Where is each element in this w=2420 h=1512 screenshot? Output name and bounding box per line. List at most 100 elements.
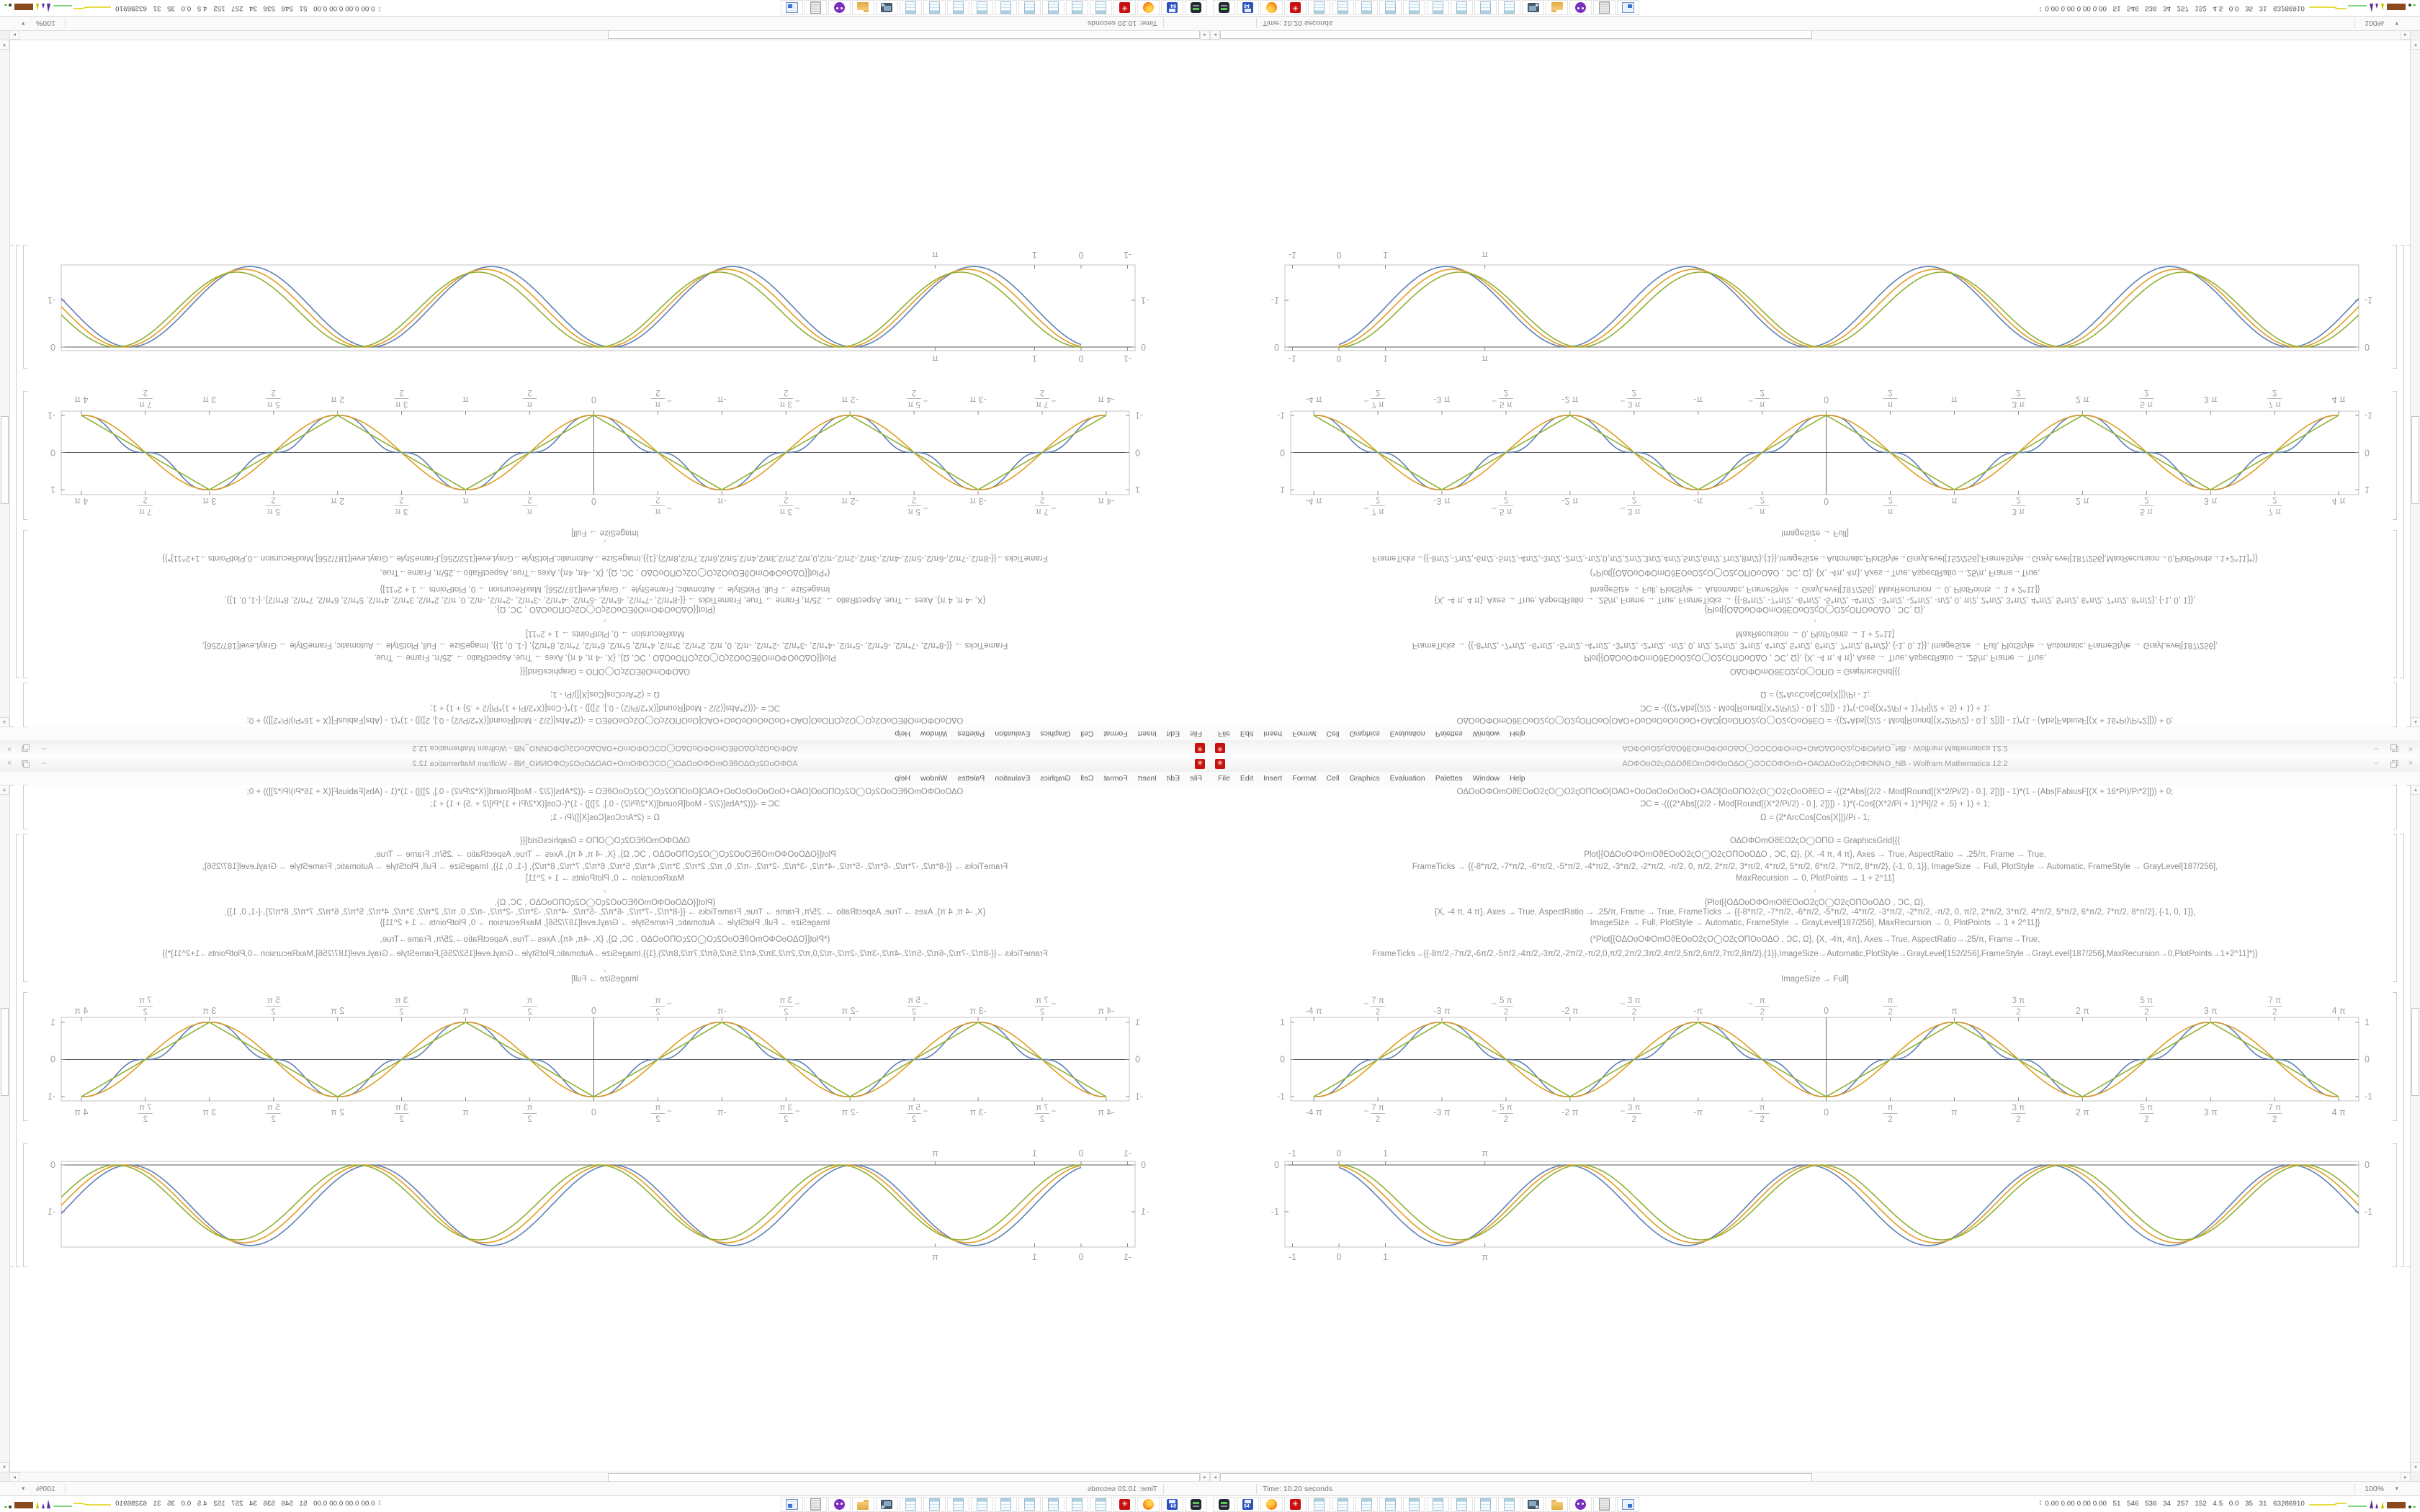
menu-item-graphics[interactable]: Graphics <box>1040 729 1071 738</box>
window-titlebar[interactable]: ✳ ΑΟΦΟοΟ2ςΟΔΟϑΕΟmΟΦΟοΟΔΟ◯ΟϽϹΟΦΟmΟ+ΟΑΟΔΟο… <box>0 739 1210 756</box>
minimize-button[interactable]: – <box>2373 744 2379 753</box>
taskbar-item-notepad[interactable] <box>995 1497 1017 1512</box>
taskbar-item-notepad[interactable] <box>971 1497 993 1512</box>
cell-bracket[interactable] <box>16 834 20 1267</box>
menu-item-graphics[interactable]: Graphics <box>1040 774 1071 783</box>
close-button[interactable]: × <box>2408 744 2414 753</box>
taskbar-item-chat-app[interactable] <box>828 1497 851 1512</box>
vertical-scroll-thumb[interactable] <box>2411 416 2419 504</box>
cell-bracket[interactable] <box>2393 530 2397 678</box>
horizontal-scrollbar[interactable]: ◂ ▸ <box>1210 30 2411 40</box>
menu-item-help[interactable]: Help <box>895 774 910 783</box>
scroll-right-button[interactable]: ▸ <box>2401 30 2411 40</box>
scroll-up-button[interactable]: ▴ <box>0 785 9 795</box>
taskbar-item-mathematica-kernel[interactable]: ✳ <box>1113 1497 1136 1512</box>
menu-item-window[interactable]: Window <box>920 774 948 783</box>
taskbar-item-notepad[interactable] <box>1355 0 1378 15</box>
taskbar[interactable]: 64 ✳ ^ ^ 0.00 0.00 0.00 0.00 51 546 536 34… <box>0 1495 1210 1512</box>
menu-item-cell[interactable]: Cell <box>1080 729 1094 738</box>
taskbar-item-window-app[interactable] <box>1617 1497 1639 1512</box>
taskbar[interactable]: 64 ✳ ^ ^ 0.00 0.00 0.00 0.00 51 546 536 34… <box>1210 0 2420 17</box>
taskbar-item-notepad[interactable] <box>1427 0 1449 15</box>
menu-item-edit[interactable]: Edit <box>1240 729 1254 738</box>
taskbar-item-notepad[interactable] <box>1379 1497 1402 1512</box>
taskbar-item-notepad[interactable] <box>900 0 922 15</box>
taskbar-item-firefox[interactable] <box>1137 1497 1160 1512</box>
taskbar-item-folder[interactable] <box>852 1497 874 1512</box>
horizontal-scrollbar[interactable]: ◂ ▸ <box>1210 1472 2411 1482</box>
taskbar-item-notepad[interactable] <box>947 0 969 15</box>
taskbar-item-notepad[interactable] <box>1308 0 1330 15</box>
window-titlebar[interactable]: ✳ ΑΟΦΟοΟ2ςΟΔΟϑΕΟmΟΦΟοΟΔΟ◯ΟϽϹΟΦΟmΟ+ΟΑΟΔΟο… <box>1210 739 2420 756</box>
zoom-level[interactable]: 100% <box>2365 1485 2384 1493</box>
vertical-scrollbar[interactable]: ▴ ▾ <box>2410 785 2420 1472</box>
taskbar-item-notepad[interactable] <box>1018 1497 1041 1512</box>
cell-bracket[interactable] <box>23 391 27 520</box>
horizontal-scroll-thumb[interactable] <box>1220 30 1812 39</box>
taskbar-item-scroll-document[interactable] <box>1593 0 1615 15</box>
restore-button[interactable] <box>2388 743 2398 753</box>
menu-item-evaluation[interactable]: Evaluation <box>995 729 1031 738</box>
taskbar-item-notepad[interactable] <box>1427 1497 1449 1512</box>
close-button[interactable]: × <box>2408 759 2414 768</box>
menu-item-edit[interactable]: Edit <box>1240 774 1254 783</box>
menu-item-graphics[interactable]: Graphics <box>1349 729 1380 738</box>
taskbar-item-notepad[interactable] <box>1498 1497 1520 1512</box>
cell-bracket[interactable] <box>2393 683 2397 727</box>
scroll-left-button[interactable]: ◂ <box>1210 30 1220 40</box>
window-titlebar[interactable]: ✳ ΑΟΦΟοΟ2ςΟΔΟϑΕΟmΟΦΟοΟΔΟ◯ΟϽϹΟΦΟmΟ+ΟΑΟΔΟο… <box>0 756 1210 773</box>
taskbar-item-disk-utility[interactable] <box>1185 1497 1207 1512</box>
notebook-content[interactable]: ΟΔΟοΟΦΟmΟϑΕΟοΟ2ςΟ◯Ο2ςΟΠΟοΟ[ΟΑΟ+ΟοΟοΟοΟοΟ… <box>1210 785 2420 1472</box>
menu-item-evaluation[interactable]: Evaluation <box>1389 729 1425 738</box>
taskbar-item-notepad[interactable] <box>1332 1497 1354 1512</box>
menu-item-help[interactable]: Help <box>1510 729 1525 738</box>
taskbar-item-window-app[interactable] <box>1617 0 1639 15</box>
menu-item-cell[interactable]: Cell <box>1080 774 1094 783</box>
menu-item-format[interactable]: Format <box>1103 729 1128 738</box>
scroll-right-button[interactable]: ▸ <box>9 30 19 40</box>
zoom-dropdown-caret[interactable]: ▾ <box>2395 1485 2398 1492</box>
restore-button[interactable] <box>22 743 32 753</box>
scroll-down-button[interactable]: ▾ <box>0 1462 9 1472</box>
taskbar-item-notepad[interactable] <box>1066 0 1088 15</box>
menu-item-evaluation[interactable]: Evaluation <box>1389 774 1425 783</box>
taskbar-item-chat-app[interactable] <box>1569 0 1592 15</box>
taskbar-item-folder[interactable] <box>1546 0 1568 15</box>
cell-bracket[interactable] <box>23 530 27 678</box>
taskbar-item-notepad[interactable] <box>1090 0 1112 15</box>
menu-item-palettes[interactable]: Palettes <box>1435 729 1463 738</box>
menu-item-palettes[interactable]: Palettes <box>1435 774 1463 783</box>
menu-item-file[interactable]: File <box>1218 774 1230 783</box>
menu-item-file[interactable]: File <box>1190 729 1202 738</box>
taskbar-item-notepad[interactable] <box>1355 1497 1378 1512</box>
menu-item-insert[interactable]: Insert <box>1263 729 1283 738</box>
menu-item-cell[interactable]: Cell <box>1326 774 1340 783</box>
menu-item-insert[interactable]: Insert <box>1263 774 1283 783</box>
taskbar-item-notepad[interactable] <box>1451 0 1473 15</box>
menu-item-window[interactable]: Window <box>1472 729 1500 738</box>
taskbar-item-disk-utility[interactable] <box>1213 1497 1235 1512</box>
notebook-content[interactable]: ΟΔΟοΟΦΟmΟϑΕΟοΟ2ςΟ◯Ο2ςΟΠΟοΟ[ΟΑΟ+ΟοΟοΟοΟοΟ… <box>0 785 1210 1472</box>
scroll-down-button[interactable]: ▾ <box>2411 40 2420 50</box>
cell-bracket[interactable] <box>23 683 27 727</box>
close-button[interactable]: × <box>6 759 12 768</box>
minimize-button[interactable]: – <box>41 759 47 768</box>
cell-bracket[interactable] <box>2393 245 2397 369</box>
zoom-level[interactable]: 100% <box>36 19 55 27</box>
cell-bracket[interactable] <box>23 245 27 369</box>
zoom-dropdown-caret[interactable]: ▾ <box>22 1485 25 1492</box>
taskbar-item-mathematica-kernel[interactable]: ✳ <box>1113 0 1136 15</box>
taskbar-item-notepad[interactable] <box>1379 0 1402 15</box>
menu-item-edit[interactable]: Edit <box>1166 729 1180 738</box>
vertical-scrollbar[interactable]: ▴ ▾ <box>0 785 10 1472</box>
menu-item-format[interactable]: Format <box>1103 774 1128 783</box>
taskbar-item-notepad[interactable] <box>1308 1497 1330 1512</box>
zoom-level[interactable]: 100% <box>36 1485 55 1493</box>
minimize-button[interactable]: – <box>2373 759 2379 768</box>
taskbar-item-floppy-64[interactable]: 64 <box>1237 0 1259 15</box>
taskbar-item-scroll-document[interactable] <box>1593 1497 1615 1512</box>
cell-bracket[interactable] <box>23 1143 27 1267</box>
taskbar-item-scroll-document[interactable] <box>805 1497 827 1512</box>
menu-item-palettes[interactable]: Palettes <box>957 729 985 738</box>
taskbar-item-firefox[interactable] <box>1260 1497 1283 1512</box>
